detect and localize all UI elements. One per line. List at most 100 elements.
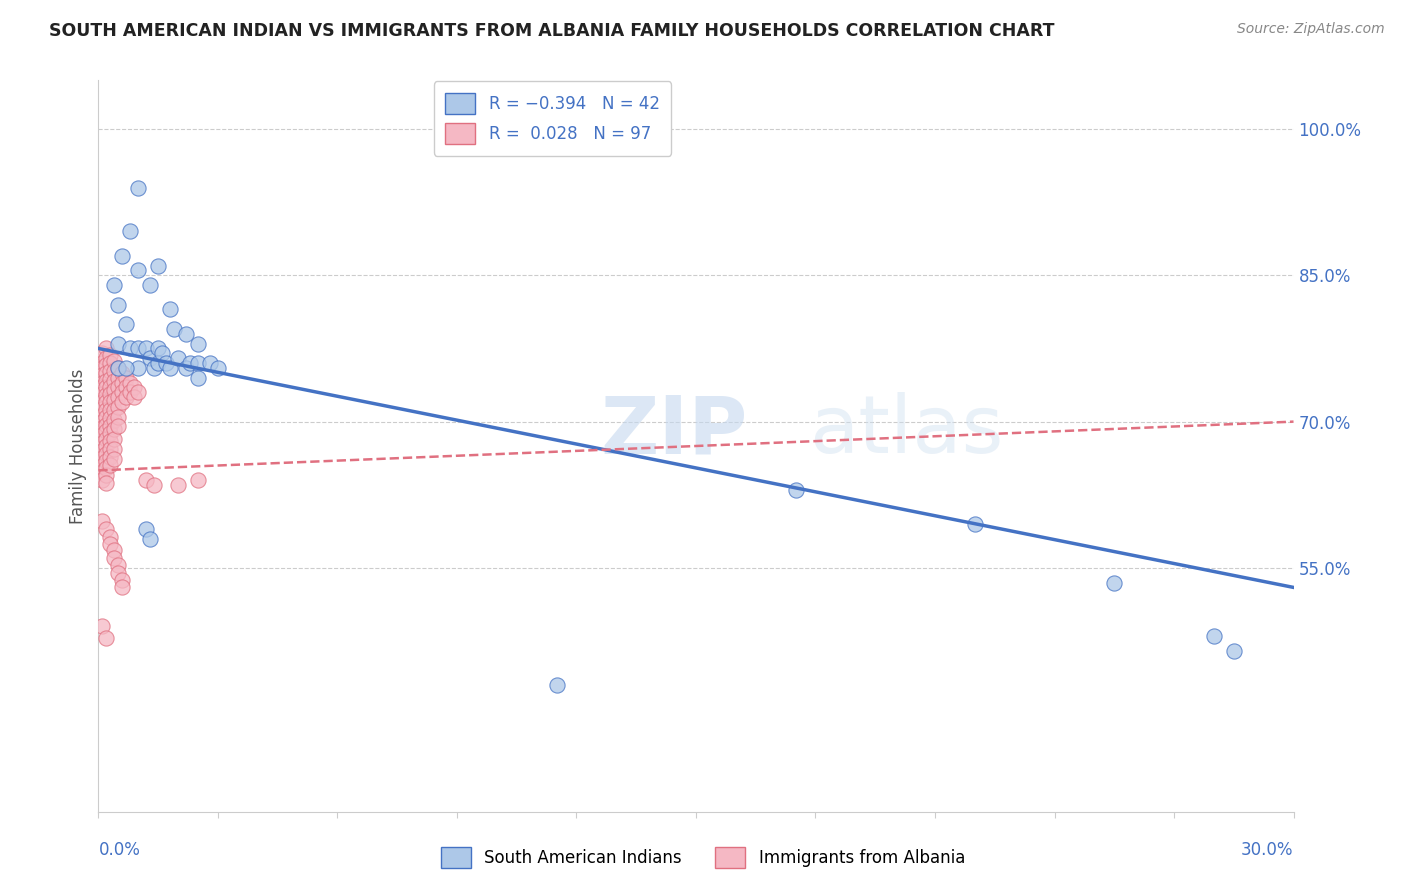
Point bbox=[111, 581, 134, 595]
Point bbox=[98, 379, 122, 393]
Point bbox=[103, 422, 125, 436]
Point bbox=[127, 385, 149, 400]
Point bbox=[174, 326, 197, 341]
Point bbox=[135, 522, 157, 536]
Point bbox=[150, 346, 173, 360]
Point bbox=[98, 426, 122, 441]
Point bbox=[91, 380, 114, 394]
Point bbox=[91, 458, 114, 473]
Point bbox=[98, 536, 122, 550]
Point bbox=[111, 385, 134, 400]
Point bbox=[174, 361, 197, 376]
Point bbox=[107, 336, 129, 351]
Text: atlas: atlas bbox=[810, 392, 1004, 470]
Point bbox=[103, 354, 125, 368]
Point bbox=[96, 374, 118, 388]
Point bbox=[98, 395, 122, 409]
Point bbox=[115, 361, 138, 376]
Point bbox=[155, 356, 177, 370]
Point bbox=[98, 418, 122, 433]
Point bbox=[187, 336, 209, 351]
Point bbox=[127, 361, 149, 376]
Point bbox=[111, 366, 134, 380]
Point bbox=[91, 421, 114, 435]
Point bbox=[127, 342, 149, 356]
Point bbox=[107, 361, 129, 376]
Point bbox=[115, 390, 138, 404]
Point bbox=[103, 393, 125, 408]
Text: Source: ZipAtlas.com: Source: ZipAtlas.com bbox=[1237, 22, 1385, 37]
Point bbox=[187, 473, 209, 487]
Point bbox=[785, 483, 807, 497]
Point bbox=[96, 631, 118, 645]
Point bbox=[91, 361, 114, 376]
Point bbox=[98, 356, 122, 370]
Point bbox=[98, 442, 122, 456]
Point bbox=[120, 342, 142, 356]
Point bbox=[107, 558, 129, 572]
Point bbox=[91, 466, 114, 480]
Point bbox=[103, 374, 125, 388]
Point bbox=[91, 368, 114, 382]
Point bbox=[103, 451, 125, 466]
Point bbox=[98, 348, 122, 362]
Point bbox=[163, 322, 186, 336]
Point bbox=[546, 678, 568, 692]
Point bbox=[111, 395, 134, 409]
Point bbox=[963, 516, 986, 531]
Point bbox=[98, 410, 122, 425]
Point bbox=[96, 453, 118, 467]
Point bbox=[96, 439, 118, 453]
Point bbox=[91, 415, 114, 429]
Point bbox=[96, 522, 118, 536]
Point bbox=[96, 388, 118, 402]
Point bbox=[96, 432, 118, 446]
Point bbox=[91, 619, 114, 633]
Point bbox=[103, 384, 125, 398]
Point bbox=[107, 380, 129, 394]
Point bbox=[91, 450, 114, 465]
Point bbox=[120, 385, 142, 400]
Point bbox=[111, 249, 134, 263]
Point bbox=[98, 434, 122, 449]
Point bbox=[96, 461, 118, 475]
Point bbox=[120, 376, 142, 390]
Point bbox=[124, 380, 146, 394]
Point bbox=[159, 361, 181, 376]
Point bbox=[91, 514, 114, 528]
Point bbox=[96, 395, 118, 409]
Point bbox=[91, 395, 114, 409]
Point bbox=[111, 376, 134, 390]
Point bbox=[107, 370, 129, 384]
Point bbox=[98, 387, 122, 401]
Point bbox=[103, 364, 125, 378]
Point bbox=[120, 224, 142, 238]
Text: ZIP: ZIP bbox=[600, 392, 748, 470]
Point bbox=[111, 573, 134, 587]
Point bbox=[148, 342, 170, 356]
Point bbox=[207, 361, 229, 376]
Text: SOUTH AMERICAN INDIAN VS IMMIGRANTS FROM ALBANIA FAMILY HOUSEHOLDS CORRELATION C: SOUTH AMERICAN INDIAN VS IMMIGRANTS FROM… bbox=[49, 22, 1054, 40]
Point bbox=[107, 361, 129, 376]
Point bbox=[91, 387, 114, 401]
Point bbox=[198, 356, 221, 370]
Point bbox=[124, 390, 146, 404]
Point bbox=[96, 358, 118, 372]
Point bbox=[91, 436, 114, 450]
Point bbox=[91, 346, 114, 360]
Point bbox=[107, 390, 129, 404]
Text: 30.0%: 30.0% bbox=[1241, 841, 1294, 859]
Point bbox=[96, 476, 118, 491]
Legend: South American Indians, Immigrants from Albania: South American Indians, Immigrants from … bbox=[434, 840, 972, 875]
Point bbox=[135, 473, 157, 487]
Point bbox=[115, 370, 138, 384]
Legend: R = −0.394   N = 42, R =  0.028   N = 97: R = −0.394 N = 42, R = 0.028 N = 97 bbox=[433, 81, 672, 156]
Point bbox=[96, 403, 118, 417]
Y-axis label: Family Households: Family Households bbox=[69, 368, 87, 524]
Point bbox=[139, 351, 162, 366]
Point bbox=[107, 409, 129, 424]
Point bbox=[98, 364, 122, 378]
Point bbox=[148, 259, 170, 273]
Point bbox=[103, 442, 125, 456]
Point bbox=[107, 419, 129, 434]
